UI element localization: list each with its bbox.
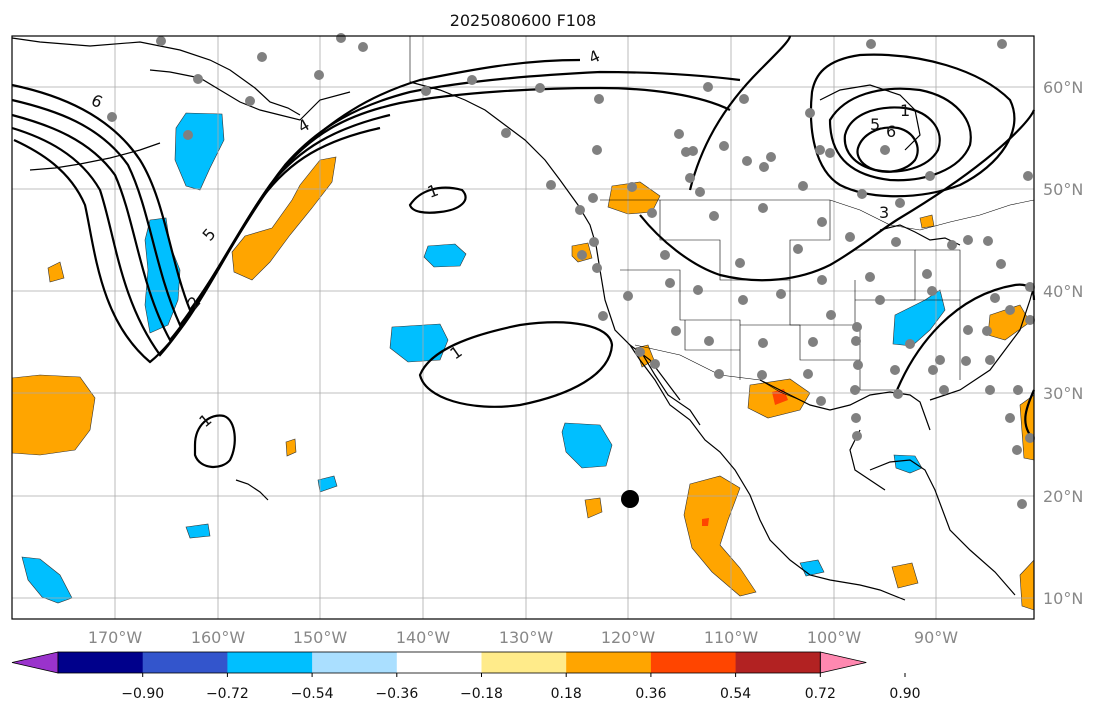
colorbar-extend-low xyxy=(11,651,59,674)
contour-line xyxy=(856,126,919,173)
pos-area xyxy=(584,497,603,519)
contour-line xyxy=(639,109,1036,282)
contour-line xyxy=(843,106,941,173)
colorbar: −0.90 −0.72 −0.54 −0.36 −0.18 0.18 0.36 0.54 0.7… xyxy=(11,651,921,702)
coastlines xyxy=(11,37,1035,601)
lon-label: 170°W xyxy=(88,628,143,647)
colorbar-tick-label: 0.54 xyxy=(720,686,751,702)
neg-area xyxy=(561,422,613,469)
contour-line xyxy=(809,53,1016,198)
neg-area xyxy=(389,323,449,363)
lon-label: 90°W xyxy=(914,628,958,647)
contour-line xyxy=(193,414,236,468)
contour-line xyxy=(408,186,467,214)
colorbar-tick-label: −0.72 xyxy=(206,686,249,702)
lat-label: 20°N xyxy=(1043,487,1083,506)
pos-area xyxy=(285,438,297,457)
lon-label: 140°W xyxy=(396,628,451,647)
neg-area xyxy=(893,454,923,474)
pos-area xyxy=(231,156,337,281)
lat-label: 10°N xyxy=(1043,589,1083,608)
colorbar-tick-label: 0.18 xyxy=(551,686,582,702)
neg-area xyxy=(21,556,73,604)
colorbar-tick-label: 0.90 xyxy=(889,686,920,702)
colorbar-segment xyxy=(481,652,567,673)
neg-area xyxy=(892,289,946,347)
contour-label: 1 xyxy=(900,101,910,120)
colorbar-segment xyxy=(227,652,313,673)
neg-area xyxy=(317,475,338,493)
colorbar-tick-label: 0.72 xyxy=(805,686,836,702)
contour-line xyxy=(418,321,614,408)
lon-label: 150°W xyxy=(293,628,348,647)
pos-area xyxy=(891,562,919,589)
pos-area xyxy=(683,475,757,597)
graticule xyxy=(12,36,1034,619)
lon-label: 160°W xyxy=(191,628,246,647)
contour-line xyxy=(688,35,792,191)
lon-label: 100°W xyxy=(807,628,862,647)
lat-label: 60°N xyxy=(1043,78,1083,97)
lon-label: 130°W xyxy=(499,628,554,647)
pos-area xyxy=(47,261,65,283)
colorbar-tick-label: −0.18 xyxy=(460,686,503,702)
contour-label: 3 xyxy=(879,203,889,222)
pos-area xyxy=(11,374,96,456)
colorbar-segment xyxy=(58,652,144,673)
lon-label: 110°W xyxy=(704,628,759,647)
colorbar-segment xyxy=(142,652,228,673)
colorbar-segment xyxy=(312,652,398,673)
lat-label: 40°N xyxy=(1043,282,1083,301)
colorbar-segment xyxy=(566,652,652,673)
colorbar-tick-label: −0.54 xyxy=(291,686,334,702)
colorbar-segment xyxy=(396,652,482,673)
contour-line xyxy=(828,87,972,182)
colorbar-segment xyxy=(650,652,737,673)
lon-label: 120°W xyxy=(601,628,656,647)
neg-area xyxy=(185,523,211,539)
contour-label: 5 xyxy=(870,115,880,134)
lat-label: 50°N xyxy=(1043,180,1083,199)
figure-title: 2025080600 F108 xyxy=(450,11,597,30)
shaded-anomalies xyxy=(11,112,1035,611)
contour-line xyxy=(13,126,381,364)
colorbar-outline xyxy=(57,651,821,674)
colorbar-segment xyxy=(735,652,821,673)
colorbar-tick-label: 0.36 xyxy=(635,686,666,702)
pos-strong-area xyxy=(702,518,709,526)
station-markers xyxy=(107,33,1035,509)
contour-label: 6 xyxy=(886,122,896,141)
map-frame xyxy=(11,35,1035,620)
neg-area xyxy=(423,243,467,268)
latitude-labels: 60°N 50°N 40°N 30°N 20°N 10°N xyxy=(1043,78,1083,608)
map-background xyxy=(12,36,1034,619)
lat-label: 30°N xyxy=(1043,384,1083,403)
colorbar-tick-label: −0.36 xyxy=(375,686,418,702)
colorbar-tick-label: −0.90 xyxy=(121,686,164,702)
longitude-labels: 170°W 160°W 150°W 140°W 130°W 120°W 110°… xyxy=(88,628,958,647)
center-marker xyxy=(621,490,639,508)
colorbar-extend-high xyxy=(819,651,867,674)
